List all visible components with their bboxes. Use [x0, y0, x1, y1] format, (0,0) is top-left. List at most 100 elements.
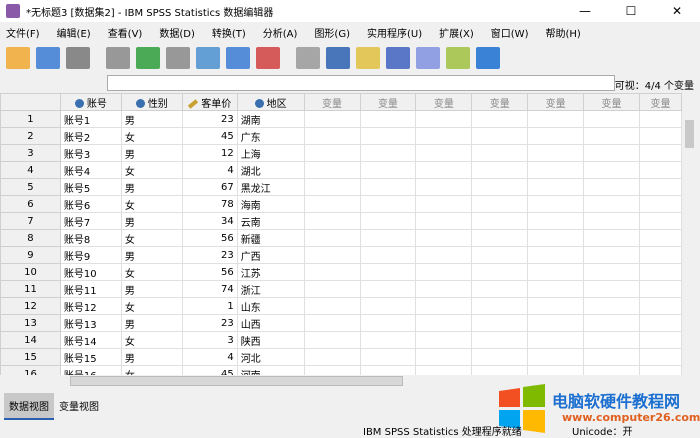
empty-cell[interactable] [415, 263, 473, 281]
empty-cell[interactable] [359, 331, 417, 349]
empty-variable-header[interactable]: 变量 [583, 93, 640, 111]
insert-variable-icon[interactable] [356, 47, 380, 69]
data-cell[interactable]: 账号6 [59, 195, 122, 213]
data-cell[interactable]: 女 [120, 263, 183, 281]
empty-cell[interactable] [359, 348, 417, 366]
empty-cell[interactable] [583, 212, 640, 230]
row-number[interactable]: 2 [0, 127, 61, 145]
show-all-icon[interactable] [446, 47, 470, 69]
minimize-button[interactable]: — [579, 4, 591, 18]
empty-cell[interactable] [303, 229, 361, 247]
empty-cell[interactable] [638, 144, 682, 162]
empty-cell[interactable] [415, 110, 473, 128]
column-header[interactable]: 账号 [59, 93, 122, 111]
empty-cell[interactable] [583, 178, 640, 196]
empty-cell[interactable] [527, 144, 585, 162]
empty-cell[interactable] [583, 195, 640, 213]
data-cell[interactable]: 34 [181, 212, 238, 230]
data-cell[interactable]: 12 [181, 144, 238, 162]
menu-item[interactable]: 窗口(W) [490, 28, 529, 40]
empty-cell[interactable] [303, 127, 361, 145]
data-cell[interactable]: 女 [120, 365, 183, 375]
empty-cell[interactable] [471, 161, 529, 179]
empty-cell[interactable] [471, 229, 529, 247]
empty-cell[interactable] [638, 280, 682, 298]
data-cell[interactable]: 湖南 [236, 110, 305, 128]
empty-cell[interactable] [359, 144, 417, 162]
open-icon[interactable] [6, 47, 30, 69]
data-cell[interactable]: 女 [120, 331, 183, 349]
data-cell[interactable]: 女 [120, 127, 183, 145]
data-cell[interactable]: 账号9 [59, 246, 122, 264]
empty-cell[interactable] [415, 178, 473, 196]
empty-cell[interactable] [527, 280, 585, 298]
row-number[interactable]: 16 [0, 365, 61, 375]
maximize-button[interactable]: ☐ [625, 4, 637, 18]
empty-cell[interactable] [415, 127, 473, 145]
empty-cell[interactable] [527, 263, 585, 281]
data-cell[interactable]: 女 [120, 161, 183, 179]
empty-cell[interactable] [303, 246, 361, 264]
empty-cell[interactable] [303, 263, 361, 281]
empty-cell[interactable] [359, 195, 417, 213]
empty-cell[interactable] [471, 144, 529, 162]
empty-cell[interactable] [359, 365, 417, 375]
menu-item[interactable]: 数据(D) [159, 28, 195, 40]
empty-cell[interactable] [638, 161, 682, 179]
empty-cell[interactable] [359, 297, 417, 315]
empty-cell[interactable] [583, 280, 640, 298]
data-cell[interactable]: 67 [181, 178, 238, 196]
empty-cell[interactable] [415, 246, 473, 264]
empty-cell[interactable] [471, 195, 529, 213]
empty-cell[interactable] [527, 229, 585, 247]
empty-cell[interactable] [583, 144, 640, 162]
row-number[interactable]: 7 [0, 212, 61, 230]
empty-cell[interactable] [415, 229, 473, 247]
insert-cases-icon[interactable] [326, 47, 350, 69]
find-icon[interactable] [296, 47, 320, 69]
menu-item[interactable]: 扩展(X) [439, 28, 474, 40]
data-cell[interactable]: 广东 [236, 127, 305, 145]
empty-cell[interactable] [638, 178, 682, 196]
empty-cell[interactable] [303, 365, 361, 375]
empty-cell[interactable] [471, 178, 529, 196]
empty-cell[interactable] [638, 212, 682, 230]
data-cell[interactable]: 4 [181, 348, 238, 366]
data-cell[interactable]: 账号16 [59, 365, 122, 375]
column-header[interactable]: 客单价 [181, 93, 238, 111]
row-number[interactable]: 13 [0, 314, 61, 332]
data-cell[interactable]: 河南 [236, 365, 305, 375]
empty-cell[interactable] [471, 314, 529, 332]
row-number[interactable]: 6 [0, 195, 61, 213]
data-cell[interactable]: 56 [181, 263, 238, 281]
data-cell[interactable]: 账号12 [59, 297, 122, 315]
empty-cell[interactable] [303, 161, 361, 179]
empty-cell[interactable] [303, 212, 361, 230]
empty-cell[interactable] [527, 297, 585, 315]
data-cell[interactable]: 浙江 [236, 280, 305, 298]
empty-cell[interactable] [359, 178, 417, 196]
empty-cell[interactable] [527, 178, 585, 196]
empty-cell[interactable] [527, 365, 585, 375]
empty-cell[interactable] [583, 246, 640, 264]
empty-cell[interactable] [527, 314, 585, 332]
empty-cell[interactable] [471, 365, 529, 375]
undo-icon[interactable] [136, 47, 160, 69]
data-cell[interactable]: 账号10 [59, 263, 122, 281]
empty-cell[interactable] [638, 263, 682, 281]
data-cell[interactable]: 74 [181, 280, 238, 298]
data-cell[interactable]: 账号8 [59, 229, 122, 247]
data-cell[interactable]: 男 [120, 348, 183, 366]
vertical-scrollbar[interactable] [682, 110, 697, 375]
empty-cell[interactable] [359, 314, 417, 332]
empty-cell[interactable] [303, 297, 361, 315]
dialog-recall-icon[interactable] [106, 47, 130, 69]
data-cell[interactable]: 江苏 [236, 263, 305, 281]
use-sets-icon[interactable] [416, 47, 440, 69]
menu-item[interactable]: 分析(A) [262, 28, 298, 40]
empty-cell[interactable] [583, 365, 640, 375]
data-cell[interactable]: 1 [181, 297, 238, 315]
empty-cell[interactable] [638, 127, 682, 145]
row-number[interactable]: 3 [0, 144, 61, 162]
empty-cell[interactable] [415, 161, 473, 179]
